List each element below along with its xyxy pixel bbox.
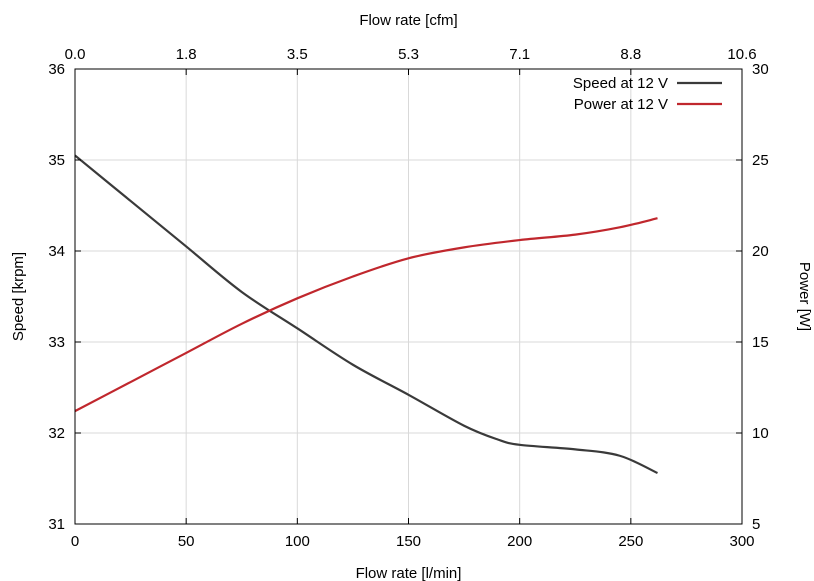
y-left-tick-label: 35 — [48, 152, 65, 169]
x-top-tick-label: 0.0 — [65, 46, 86, 63]
x-tick-label: 0 — [71, 533, 79, 550]
grid — [75, 69, 742, 524]
y-left-tick-label: 34 — [48, 243, 65, 260]
x-tick-label: 100 — [285, 533, 310, 550]
x-tick-label: 200 — [507, 533, 532, 550]
y-axis-label-left: Speed [krpm] — [10, 252, 27, 341]
x-tick-label: 150 — [396, 533, 421, 550]
series-line-speed — [74, 154, 658, 475]
x-axis-label-bottom: Flow rate [l/min] — [356, 565, 462, 581]
x-top-tick-label: 1.8 — [176, 46, 197, 63]
series-line-power — [74, 217, 658, 413]
x-tick-label: 50 — [178, 533, 195, 550]
x-tick-label: 250 — [618, 533, 643, 550]
x-top-tick-label: 7.1 — [509, 46, 530, 63]
x-top-tick-label: 10.6 — [727, 46, 756, 63]
y-left-tick-label: 33 — [48, 334, 65, 351]
x-top-tick-label: 3.5 — [287, 46, 308, 63]
y-right-tick-label: 20 — [752, 243, 769, 260]
y-right-tick-label: 30 — [752, 61, 769, 78]
x-tick-label: 300 — [729, 533, 754, 550]
y-right-tick-label: 5 — [752, 516, 760, 533]
y-right-tick-label: 10 — [752, 425, 769, 442]
y-left-tick-label: 36 — [48, 61, 65, 78]
y-right-tick-label: 15 — [752, 334, 769, 351]
x-top-tick-label: 8.8 — [620, 46, 641, 63]
x-top-tick-label: 5.3 — [398, 46, 419, 63]
legend-label-power: Power at 12 V — [574, 96, 668, 113]
ticks: 0 50 100 150 200 250 300 0.0 1.8 3.5 5.3 7.1 8.8 10.6… — [48, 46, 768, 550]
x-axis-label-top: Flow rate [cfm] — [359, 12, 457, 29]
legend: Speed at 12 V Power at 12 V — [573, 75, 722, 113]
y-left-tick-label: 32 — [48, 425, 65, 442]
series-layer — [74, 154, 658, 475]
y-left-tick-label: 31 — [48, 516, 65, 533]
y-right-tick-label: 25 — [752, 152, 769, 169]
legend-label-speed: Speed at 12 V — [573, 75, 668, 92]
y-axis-label-right: Power [W] — [796, 262, 813, 331]
